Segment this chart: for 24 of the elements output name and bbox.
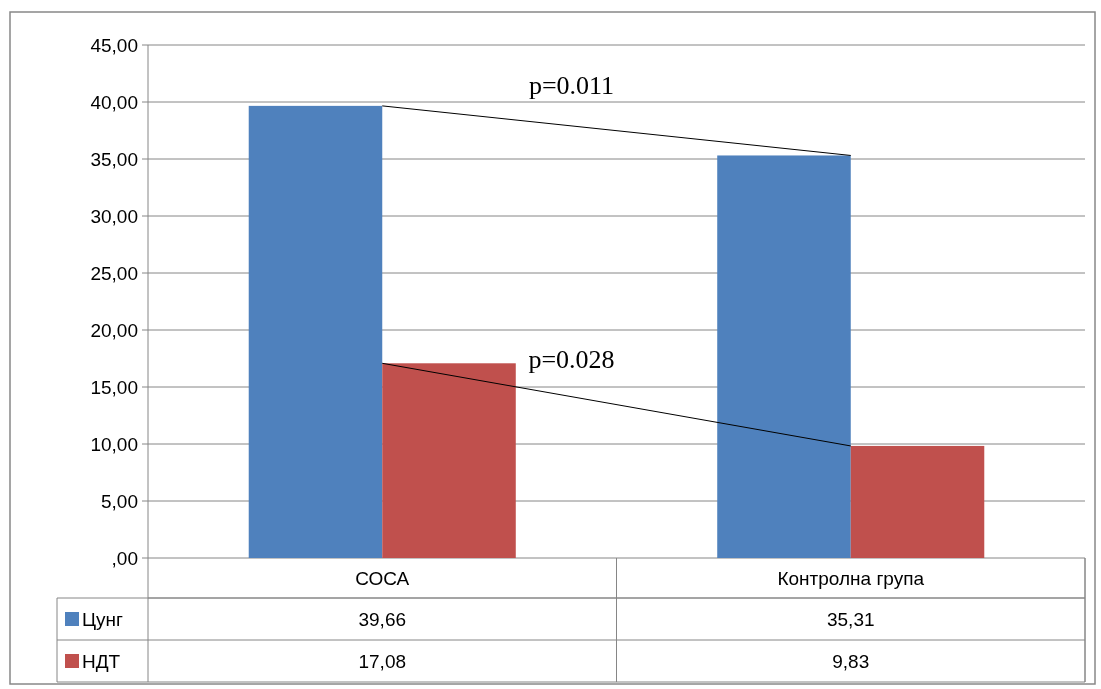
x-tick-label: Контролна група bbox=[777, 567, 925, 589]
bar bbox=[850, 445, 985, 558]
y-tick-label: 10,00 bbox=[90, 433, 138, 455]
y-tick-label: 40,00 bbox=[90, 91, 138, 113]
data-label: 39,66 bbox=[358, 608, 407, 630]
y-tick-label: ,00 bbox=[111, 547, 138, 569]
legend-label: Цунг bbox=[82, 608, 124, 630]
data-label: 9,83 bbox=[832, 650, 870, 672]
bar bbox=[717, 155, 851, 558]
y-tick-label: 30,00 bbox=[90, 205, 138, 227]
bar bbox=[248, 105, 383, 558]
data-label: 35,31 bbox=[826, 608, 875, 630]
y-tick-label: 5,00 bbox=[101, 490, 138, 512]
y-tick-label: 15,00 bbox=[90, 376, 138, 398]
x-tick-label: СОСА bbox=[355, 567, 410, 589]
y-tick-label: 25,00 bbox=[90, 262, 138, 284]
annotation: p=0.028 bbox=[528, 344, 615, 374]
y-tick-label: 45,00 bbox=[90, 34, 138, 56]
y-tick-label: 20,00 bbox=[90, 319, 138, 341]
bar bbox=[382, 363, 516, 558]
legend-label: НДТ bbox=[82, 650, 121, 672]
data-label: 17,08 bbox=[358, 650, 407, 672]
annotation: p=0.011 bbox=[528, 70, 615, 100]
y-tick-label: 35,00 bbox=[90, 148, 138, 170]
